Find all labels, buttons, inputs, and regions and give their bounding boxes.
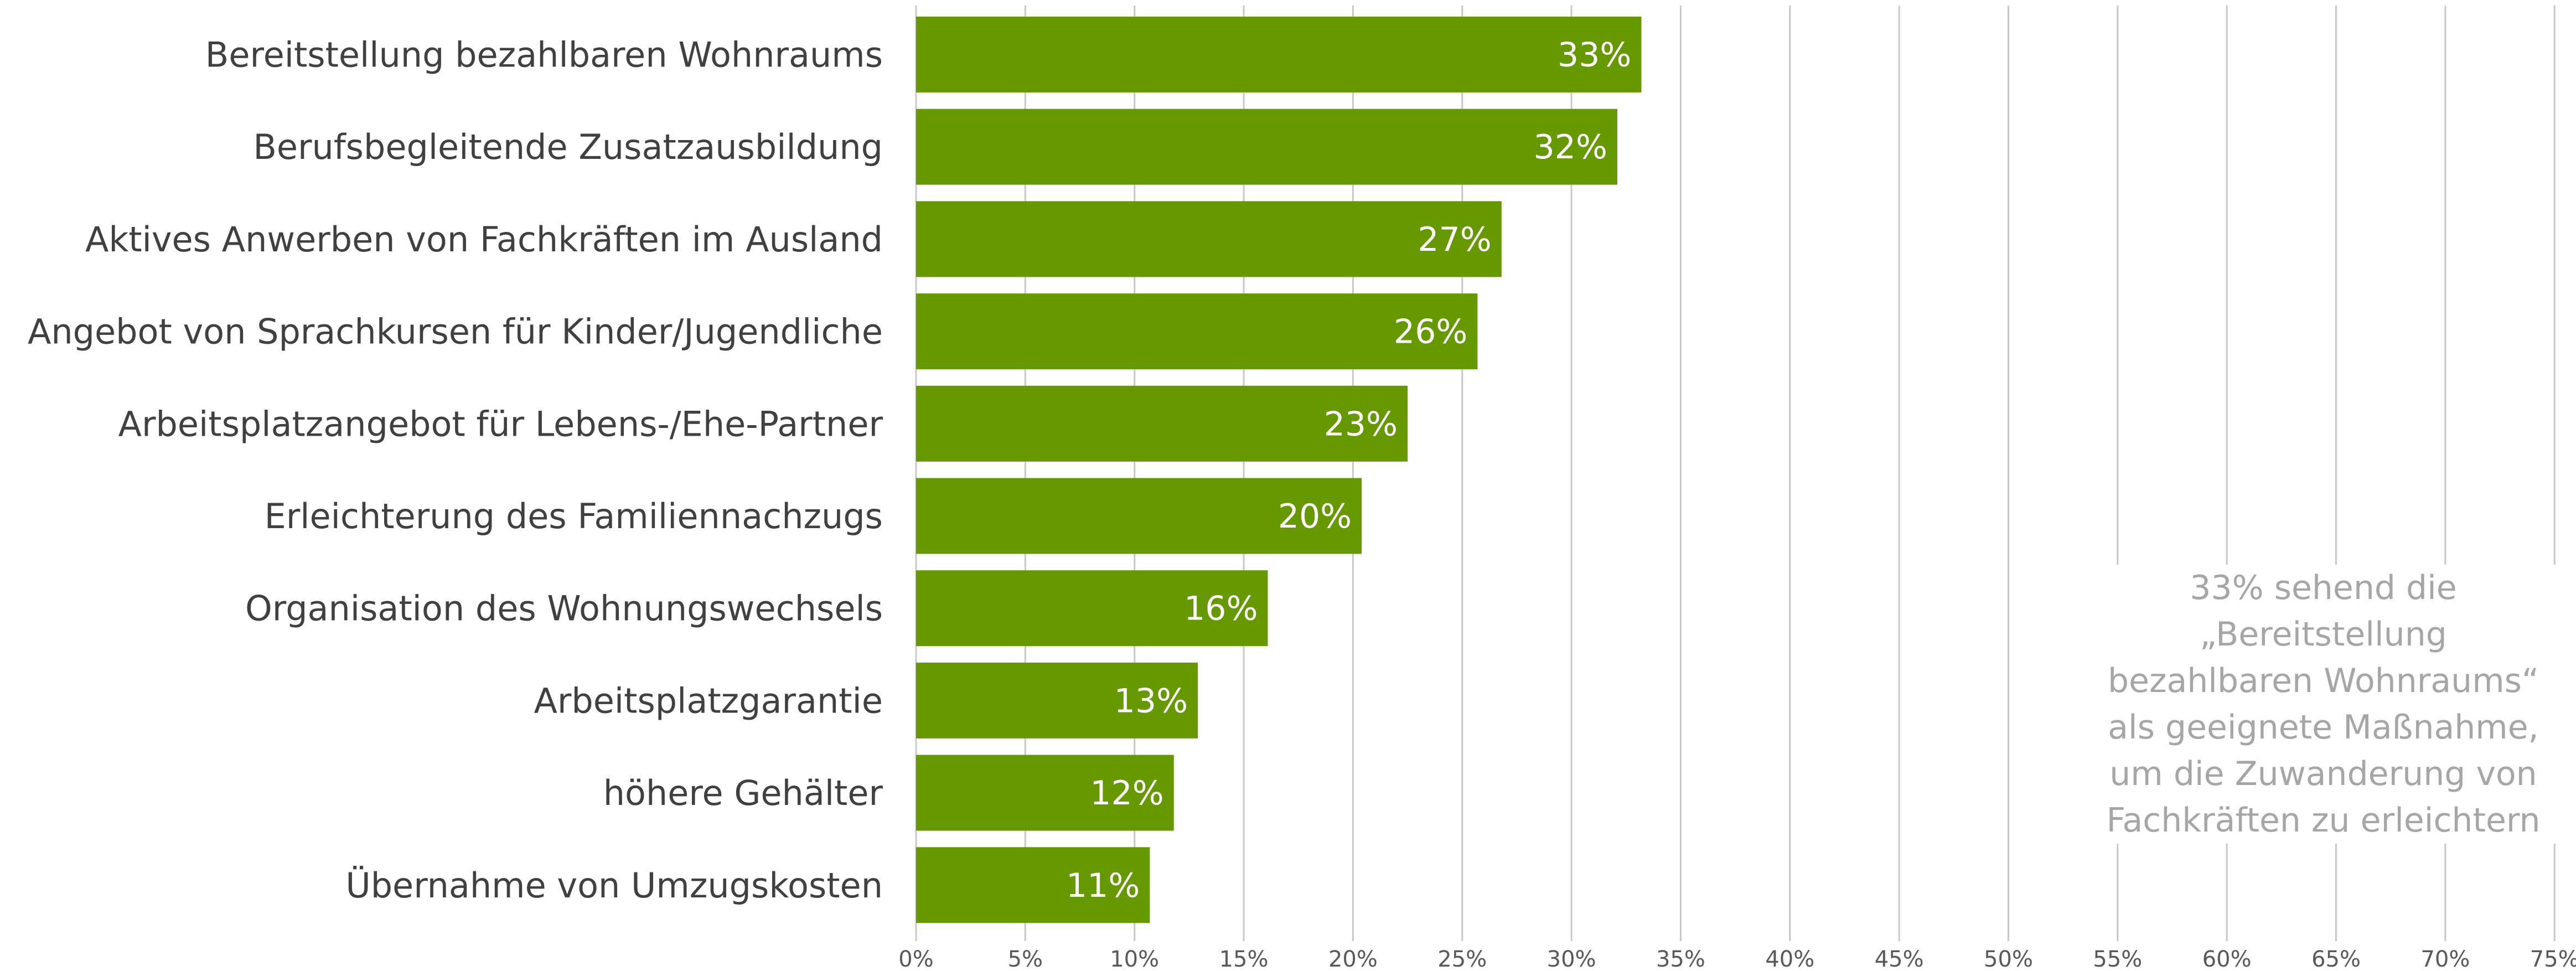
category-label: Arbeitsplatzgarantie [534, 680, 883, 721]
x-tick-label: 55% [2093, 947, 2142, 971]
x-tick-label: 30% [1547, 947, 1596, 971]
x-tick-label: 10% [1110, 947, 1159, 971]
x-tick-label: 20% [1328, 947, 1378, 971]
category-label: Aktives Anwerben von Fachkräften im Ausl… [85, 219, 883, 260]
data-label: 20% [1278, 497, 1352, 536]
category-label: Organisation des Wohnungswechsels [245, 588, 883, 629]
bar [916, 109, 1617, 185]
category-label: Bereitstellung bezahlbaren Wohnraums [205, 35, 883, 75]
x-tick-label: 60% [2202, 947, 2252, 971]
data-label: 11% [1066, 866, 1140, 905]
x-axis-tick-labels: 0% 5% 10% 15% 20% 25% 30% 35% 40% 45% 50% 55% 60% 65%… [898, 947, 2576, 971]
bars [916, 17, 1642, 923]
category-label: Arbeitsplatzangebot für Lebens-/Ehe-Part… [118, 404, 883, 444]
category-label: Erleichterung des Familiennachzugs [265, 496, 883, 536]
category-label: Berufsbegleitende Zusatzausbildung [253, 127, 883, 167]
x-tick-label: 75% [2530, 947, 2576, 971]
x-tick-label: 45% [1875, 947, 1924, 971]
bar [916, 293, 1478, 370]
x-tick-label: 65% [2311, 947, 2361, 971]
x-tick-label: 5% [1008, 947, 1043, 971]
data-label: 16% [1184, 590, 1258, 628]
x-tick-label: 0% [898, 947, 933, 971]
x-tick-label: 15% [1219, 947, 1269, 971]
annotation-text: 33% sehend die „Bereitstellung bezahlbar… [2073, 565, 2574, 844]
data-label: 26% [1394, 313, 1467, 352]
category-labels: Bereitstellung bezahlbaren Wohnraums Beru… [28, 35, 883, 906]
data-label: 12% [1090, 774, 1163, 813]
bar [916, 17, 1642, 92]
data-label: 23% [1324, 405, 1398, 443]
category-label: Angebot von Sprachkursen für Kinder/Juge… [28, 312, 883, 352]
x-tick-label: 25% [1437, 947, 1487, 971]
bar [916, 755, 1174, 831]
data-label: 27% [1418, 220, 1491, 259]
bar [916, 847, 1150, 923]
bar [916, 662, 1198, 738]
bar [916, 201, 1502, 277]
value-labels: 33% 32% 27% 26% 23% 20% 16% 13% 12% 11% [1066, 36, 1631, 905]
x-tick-label: 70% [2420, 947, 2470, 971]
data-label: 13% [1114, 681, 1188, 720]
bar [916, 478, 1362, 554]
category-label: höhere Gehälter [603, 773, 883, 813]
x-tick-label: 50% [1984, 947, 2033, 971]
bar [916, 570, 1268, 647]
category-label: Übernahme von Umzugskosten [345, 865, 883, 906]
x-tick-label: 35% [1656, 947, 1705, 971]
x-tick-label: 40% [1765, 947, 1814, 971]
data-label: 33% [1558, 36, 1631, 75]
data-label: 32% [1534, 128, 1607, 167]
bar [916, 385, 1408, 462]
